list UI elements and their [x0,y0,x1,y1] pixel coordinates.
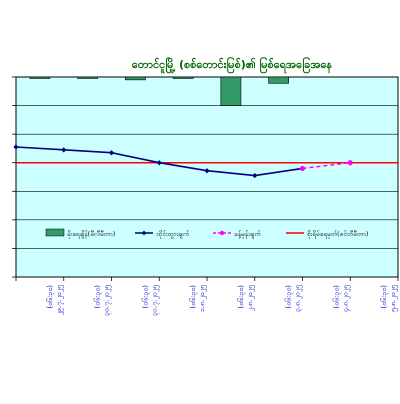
x-tick-label-date: ၅.၈.၂၀၂၅ [389,285,398,312]
legend-label: မိုးရေချိန်(မီလီမီတာ) [67,230,115,239]
observed-point [252,172,258,179]
plot-background [15,76,399,278]
x-tick-label-date: ၄.၈.၂၀၂၅ [341,285,350,312]
legend-marker-observed [141,230,147,236]
observed-point [156,160,162,166]
x-tick-label-date: ၃၀.၇.၂၀၂၅ [103,285,112,316]
chart-title: တောင်ငူမြို့ (စစ်တောင်းမြစ်)၏ မြစ်ရေအခြေ… [132,56,332,74]
observed-point [61,147,67,153]
x-tick-label-time: (၀၆:၃၀) [94,285,103,309]
rainfall-bar [172,76,194,79]
x-tick-label-time: (၀၆:၃၀) [46,285,55,309]
rainfall-bar [125,76,146,81]
x-tick-label-time: (၀၆:၃၀) [237,285,246,309]
x-tick-label-date: ၂.၈.၂၀၂၅ [246,285,255,313]
forecast-point [299,165,306,172]
legend-label: ခန့်မှန်းချက် [234,230,261,239]
x-tick-label-time: (၀၆:၃၀) [380,285,389,309]
x-tick-label-time: (၀၆:၃၀) [332,285,341,309]
x-tick-label-date: ၃၁.၇.၂၀၂၅ [150,285,159,316]
forecast-level-line [302,162,351,170]
observed-point [108,150,115,156]
legend-swatch-rainfall [45,228,65,237]
rainfall-bar [268,76,289,84]
x-tick-label-time: (၀၆:၃၀) [189,285,198,309]
legend-label: စိုးရိမ်ရေမှတ်(စင်တီမီတာ) [307,230,368,239]
x-tick-label-date: ၁.၈.၂၀၂၅ [198,285,207,312]
observed-point [204,168,210,174]
rainfall-bar [29,76,51,79]
plot-area [12,76,399,278]
x-tick-label-date: ၃.၈.၂၀၂၅ [294,285,303,312]
legend-marker-forecast [219,230,225,236]
x-tick-label-time: (၀၆:၃၀) [285,285,294,309]
x-tick-label-date: ၂၉.၇.၂၀၂၅ [55,285,64,317]
forecast-point [347,160,353,166]
legend-label: ထိုင်းထွားချက် [156,230,190,239]
observed-point [13,144,19,150]
rainfall-bar [220,76,242,106]
x-axis: ၂၉.၇.၂၀၂၅(၀၆:၃၀) ၃၀.၇.၂၀၂၅(၀၆:၃၀) ၃၁.၇.၂၀၂… [15,277,399,317]
rainfall-bar [77,76,98,79]
x-tick-label-time: (၀၆:၃၀) [141,285,150,309]
legend: မိုးရေချိန်(မီလီမီတာ) ထိုင်းထွားချက် ခန့်မ… [45,228,368,239]
